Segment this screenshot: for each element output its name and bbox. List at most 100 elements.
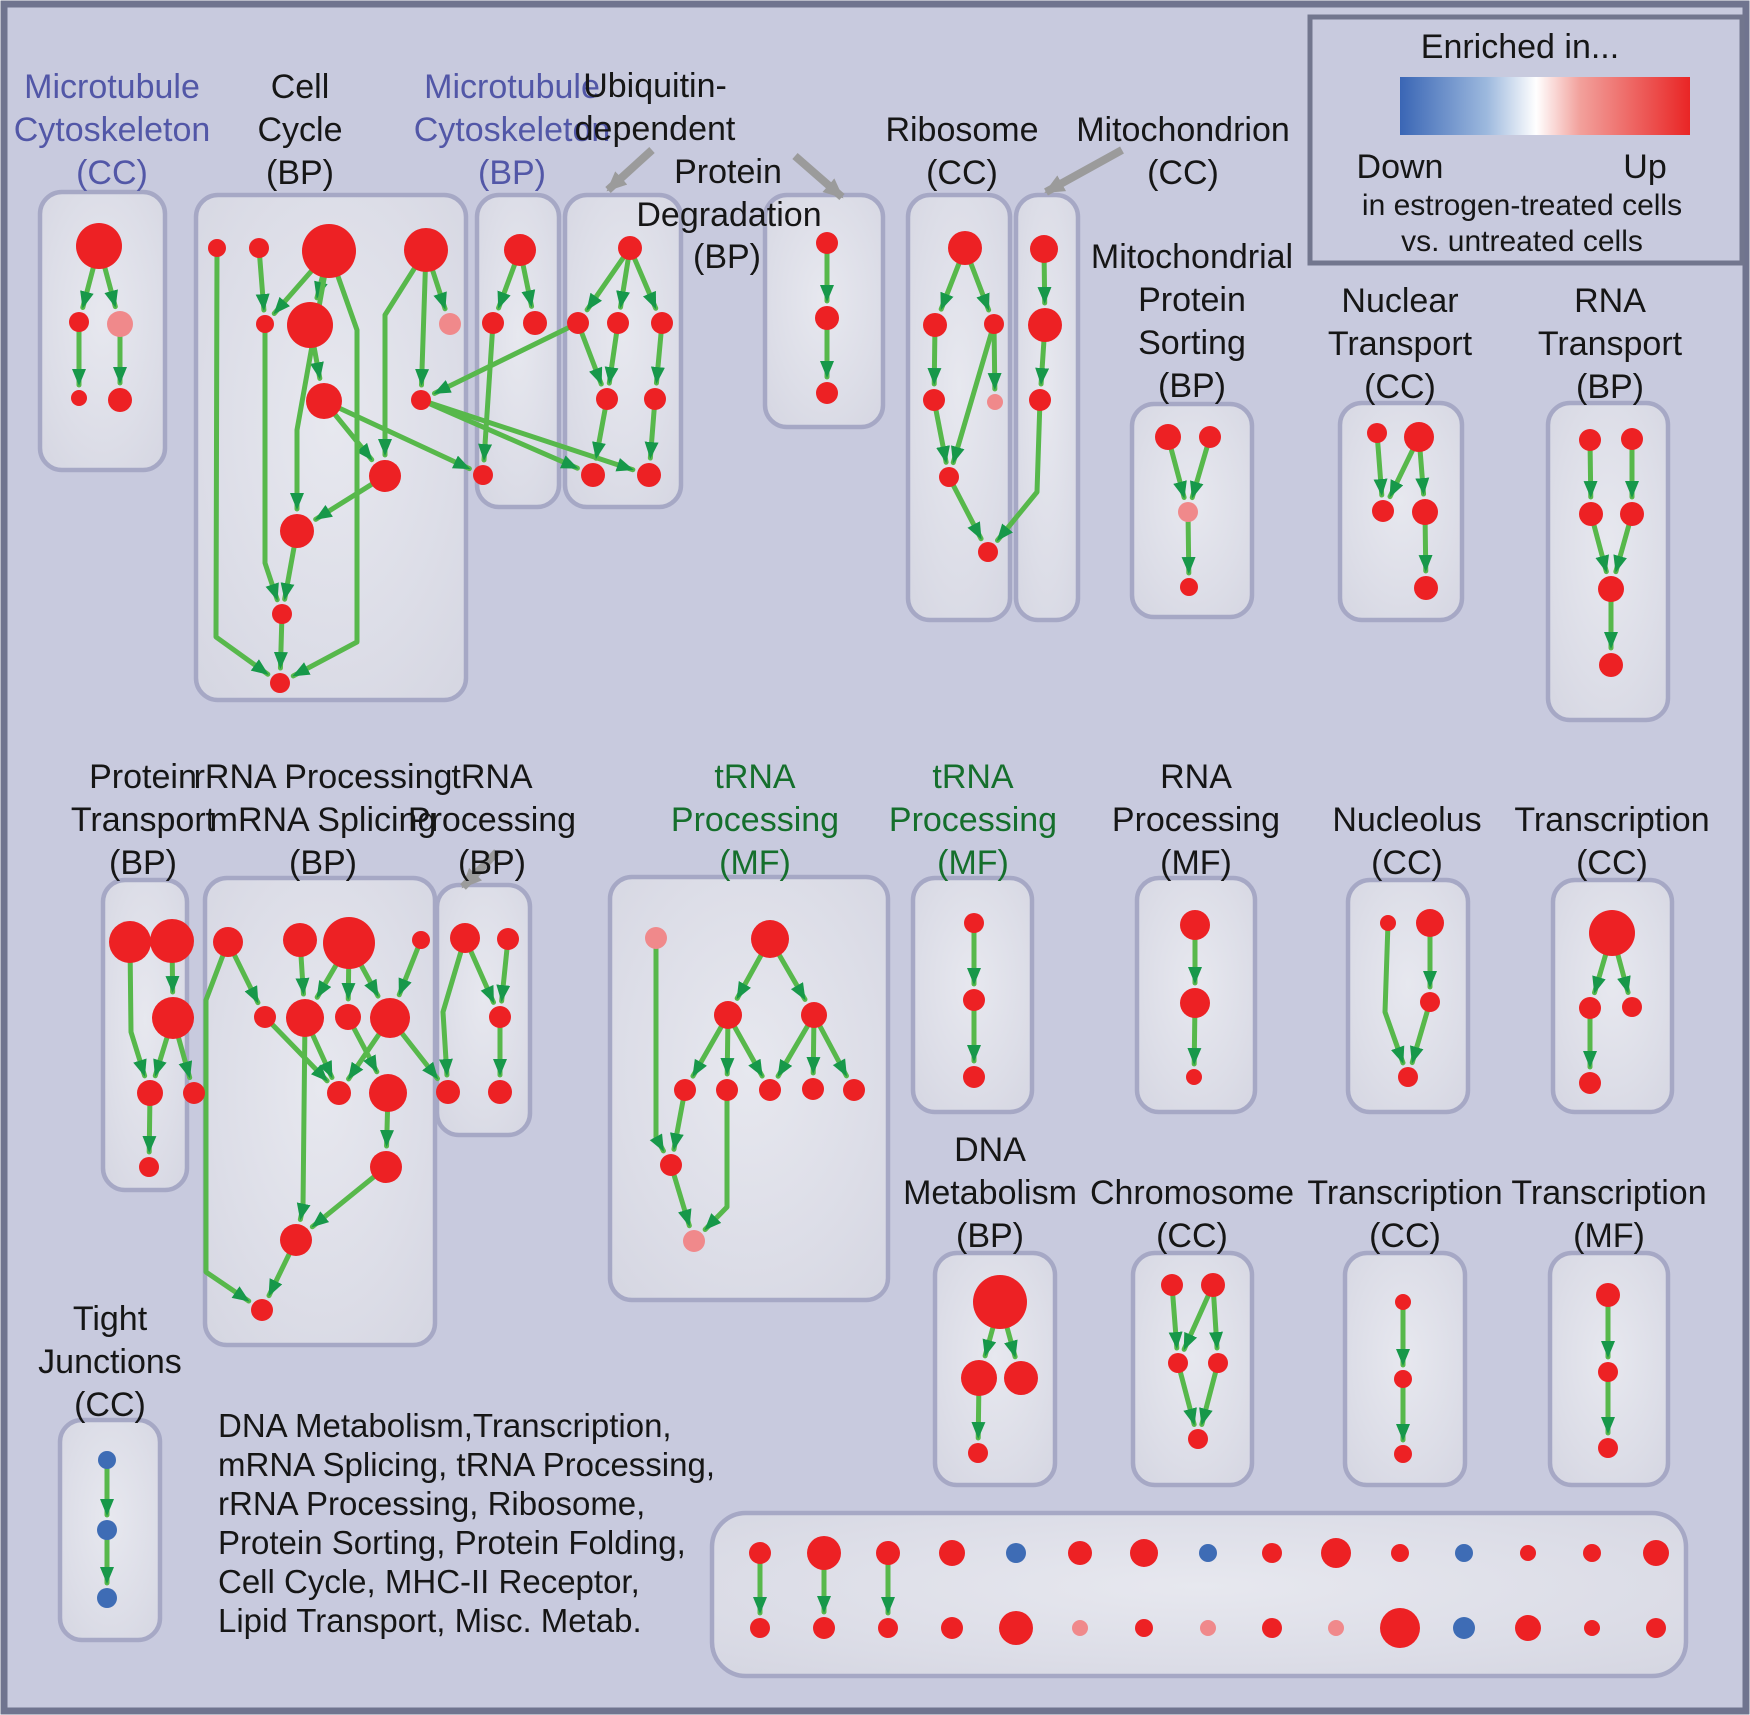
- gene-node-q6: [1599, 653, 1623, 677]
- gene-node-a3: [107, 311, 133, 337]
- label-trna-processing-mf-2-line-1: Processing: [889, 801, 1057, 839]
- gene-node-e2: [1201, 1273, 1225, 1297]
- gene-node-k10: [683, 1230, 705, 1252]
- gene-node-t1: [504, 234, 536, 266]
- gene-node-sa2: [807, 1536, 841, 1570]
- footnote-text-block: DNA Metabolism,Transcription,mRNA Splici…: [218, 1407, 715, 1639]
- footnote-line-5: Lipid Transport, Misc. Metab.: [218, 1602, 642, 1639]
- edge-k5-to-k10: [702, 1087, 730, 1233]
- gene-node-z3: [1372, 500, 1394, 522]
- gene-node-z1: [1367, 423, 1387, 443]
- gene-node-g8: [370, 998, 410, 1038]
- label-nucleolus-cc-line-1: (CC): [1371, 844, 1443, 882]
- label-trna-processing-bp-line-0: tRNA: [451, 758, 533, 796]
- edge-g1-to-g13: [203, 939, 252, 1304]
- gene-node-s2: [1579, 997, 1601, 1019]
- gene-node-g5: [254, 1006, 276, 1028]
- gene-node-k1: [751, 920, 789, 958]
- edge-u1-to-u2: [584, 245, 633, 313]
- gene-node-v1: [816, 232, 838, 254]
- gene-node-h2: [497, 928, 519, 950]
- label-trna-processing-bp-line-2: (BP): [458, 844, 526, 882]
- label-microtubule-cytoskeleton-cc-line-2: (CC): [76, 154, 148, 192]
- gene-node-g1: [213, 927, 243, 957]
- gene-node-l3: [963, 1066, 985, 1088]
- label-ribosome-cc-line-0: Ribosome: [885, 111, 1038, 149]
- edge-c8-to-t4: [321, 398, 472, 472]
- group-box-microtubule-cc: [37, 189, 168, 473]
- edge-h1-to-h4: [438, 935, 468, 1078]
- footnote-line-2: rRNA Processing, Ribosome,: [218, 1485, 645, 1522]
- edge-c1-to-c13: [213, 245, 271, 677]
- gene-node-k8: [843, 1079, 865, 1101]
- gene-node-c2: [249, 238, 269, 258]
- gene-node-a1: [76, 223, 122, 269]
- label-tight-junctions-cc-line-2: (CC): [74, 1386, 146, 1424]
- gene-node-sa4: [939, 1540, 965, 1566]
- group-box-nuclear-transport: [1337, 400, 1465, 623]
- gene-node-h3: [489, 1006, 511, 1028]
- gene-node-f1: [1395, 1294, 1411, 1310]
- gene-node-o2: [1416, 909, 1444, 937]
- gene-node-f3: [1394, 1445, 1412, 1463]
- label-rna-processing-mf-line-0: RNA: [1160, 758, 1232, 796]
- gene-node-i3: [1598, 1438, 1618, 1458]
- label-transcription-mf-line-0: Transcription: [1511, 1174, 1706, 1212]
- label-pointer-arrow-ubiquitin-left: [605, 147, 655, 193]
- gene-node-j3: [97, 1588, 117, 1608]
- gene-node-e4: [1208, 1353, 1228, 1373]
- gene-node-y4: [1180, 578, 1198, 596]
- label-pointer-arrow-trna-bp: [460, 849, 500, 890]
- gene-node-t4: [473, 465, 493, 485]
- gene-node-p6: [139, 1157, 159, 1177]
- gene-node-u4: [651, 312, 673, 334]
- gene-node-q5: [1598, 576, 1624, 602]
- gene-node-c4: [404, 228, 448, 272]
- label-pointer-arrow-ubiquitin-right: [792, 152, 845, 201]
- gene-node-o3: [1420, 992, 1440, 1012]
- gene-node-k6: [759, 1079, 781, 1101]
- gene-node-k9: [660, 1154, 682, 1176]
- gene-node-g2: [283, 923, 317, 957]
- gene-node-d4: [968, 1443, 988, 1463]
- gene-node-c6: [287, 302, 333, 348]
- label-transcription-mf-line-1: (MF): [1573, 1217, 1645, 1255]
- gene-node-q4: [1620, 502, 1644, 526]
- label-ribosome-cc-line-1: (CC): [926, 154, 998, 192]
- label-tight-junctions-cc-line-0: Tight: [73, 1300, 148, 1338]
- legend: Enriched in... Down Up in estrogen-treat…: [1307, 14, 1745, 266]
- gene-node-j1: [98, 1451, 116, 1469]
- gene-node-n3: [1186, 1069, 1202, 1085]
- label-ubiquitin-dependent-protein-degradation-bp-line-1: dependent: [575, 110, 736, 148]
- footnote-line-4: Cell Cycle, MHC-II Receptor,: [218, 1563, 640, 1600]
- label-chromosome-cc-line-1: (CC): [1156, 1217, 1228, 1255]
- gene-node-k3: [801, 1002, 827, 1028]
- gene-node-u2: [567, 312, 589, 334]
- gene-node-g6: [286, 999, 324, 1037]
- gene-node-s1: [1589, 910, 1635, 956]
- gene-node-i1: [1596, 1283, 1620, 1307]
- group-box-transcription-cc: [1550, 877, 1675, 1115]
- edge-g4-to-g8: [396, 937, 424, 998]
- label-trna-processing-mf-1-line-1: Processing: [671, 801, 839, 839]
- gene-node-u5: [596, 388, 618, 410]
- gene-node-c10: [369, 460, 401, 492]
- label-dna-metabolism-bp-line-0: DNA: [954, 1131, 1026, 1169]
- edge-x3-to-w7: [994, 397, 1043, 543]
- label-ubiquitin-dependent-protein-degradation-bp-line-3: Degradation: [636, 196, 821, 234]
- label-mitochondrial-protein-sorting-bp: Mitochondrial Protein Sorting (BP): [1091, 238, 1293, 405]
- gene-node-d1: [973, 1275, 1027, 1329]
- label-protein-transport-bp: Protein Transport (BP): [71, 758, 216, 882]
- label-rna-transport-bp-line-1: Transport: [1538, 325, 1683, 363]
- edge-o3-to-o4: [1409, 999, 1433, 1066]
- gene-node-j2: [97, 1520, 117, 1540]
- legend-subtitle-1: in estrogen-treated cells: [1362, 189, 1682, 222]
- gene-node-k4: [674, 1079, 696, 1101]
- gene-node-p3: [152, 997, 194, 1039]
- edge-w3-to-w5: [987, 321, 1002, 392]
- label-trna-processing-mf-1: tRNA Processing (MF): [671, 758, 839, 882]
- legend-title: Enriched in...: [1421, 28, 1619, 66]
- gene-node-sa3: [876, 1541, 900, 1565]
- gene-node-g4: [412, 931, 430, 949]
